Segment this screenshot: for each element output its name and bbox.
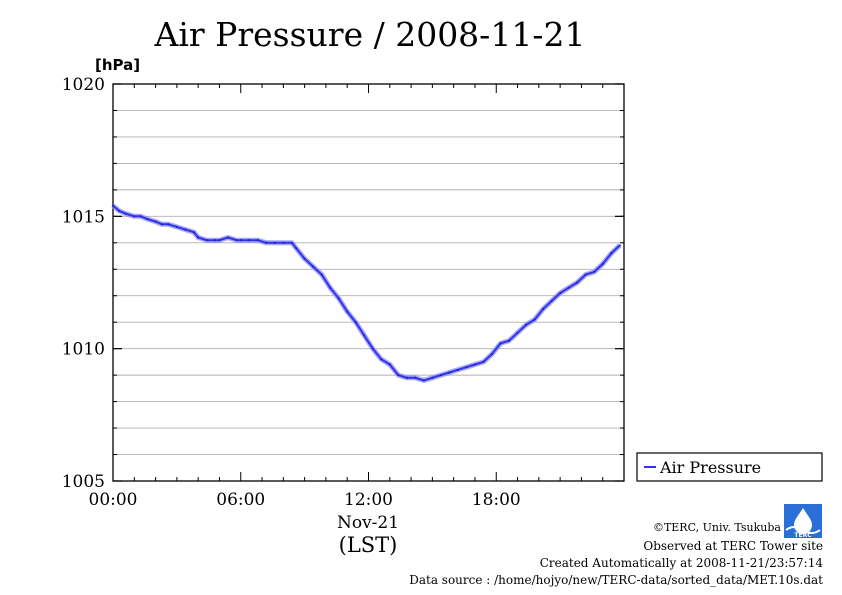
data-point bbox=[192, 231, 196, 234]
y-tick-label: 1020 bbox=[62, 75, 105, 95]
data-point bbox=[312, 265, 315, 268]
data-point bbox=[473, 363, 477, 366]
legend: Air Pressure bbox=[636, 452, 823, 482]
x-tick-label: 18:00 bbox=[472, 490, 521, 510]
data-point bbox=[256, 239, 259, 242]
data-point bbox=[184, 228, 187, 231]
data-point bbox=[145, 217, 149, 221]
data-point bbox=[329, 286, 332, 289]
data-point bbox=[448, 371, 451, 374]
data-point bbox=[507, 339, 511, 342]
legend-box bbox=[636, 452, 823, 482]
data-point bbox=[439, 374, 442, 377]
grid bbox=[113, 110, 624, 455]
credit-copyright: ©TERC, Univ. Tsukuba bbox=[653, 521, 781, 534]
data-point bbox=[205, 239, 208, 242]
data-point bbox=[111, 204, 115, 207]
data-point bbox=[524, 323, 528, 326]
logo-text: TERC bbox=[794, 532, 812, 539]
x-tick-label: 12:00 bbox=[344, 490, 393, 510]
data-point bbox=[320, 273, 323, 276]
x-date-label: Nov-21 bbox=[337, 513, 399, 533]
data-point bbox=[465, 366, 468, 369]
data-point bbox=[282, 241, 285, 244]
data-point bbox=[175, 225, 178, 229]
data-point bbox=[533, 318, 536, 321]
legend-label-air-pressure: Air Pressure bbox=[659, 458, 761, 477]
data-point bbox=[214, 239, 217, 242]
data-point bbox=[295, 246, 298, 250]
data-point bbox=[273, 241, 276, 244]
data-point bbox=[576, 281, 579, 284]
terc-logo: TERC bbox=[784, 504, 822, 539]
data-point bbox=[380, 358, 383, 361]
data-point bbox=[567, 286, 570, 289]
data-point bbox=[550, 299, 553, 303]
credit-source: Data source : /home/hojyo/new/TERC-data/… bbox=[409, 573, 823, 587]
data-point bbox=[139, 215, 142, 218]
series-line-air-pressure bbox=[112, 204, 621, 382]
series-line-halo bbox=[111, 203, 622, 383]
axis-ticks bbox=[113, 83, 624, 482]
credit-created: Created Automatically at 2008-11-21/23:5… bbox=[540, 556, 824, 570]
data-point bbox=[290, 241, 293, 244]
data-point bbox=[197, 236, 200, 239]
data-point bbox=[303, 257, 306, 260]
data-point bbox=[154, 220, 157, 223]
data-point bbox=[559, 291, 562, 295]
data-point bbox=[456, 368, 460, 371]
data-point bbox=[226, 236, 230, 239]
data-point bbox=[541, 307, 545, 311]
data-point bbox=[265, 241, 268, 244]
x-tick-labels: 00:00 06:00 12:00 18:00 bbox=[89, 490, 521, 510]
data-point bbox=[371, 347, 374, 350]
data-point bbox=[133, 215, 136, 218]
data-point bbox=[118, 209, 121, 213]
x-axis-label: (LST) bbox=[339, 533, 398, 557]
y-tick-label: 1005 bbox=[62, 472, 105, 492]
data-point bbox=[414, 376, 417, 379]
data-point bbox=[124, 212, 127, 215]
data-point bbox=[337, 297, 340, 300]
data-point bbox=[388, 363, 391, 366]
data-point bbox=[593, 270, 596, 274]
data-point bbox=[167, 223, 170, 226]
y-unit-label: [hPa] bbox=[95, 56, 140, 74]
data-point bbox=[431, 376, 434, 379]
data-point bbox=[490, 352, 494, 356]
data-point bbox=[235, 239, 238, 242]
chart-title: Air Pressure / 2008-11-21 bbox=[154, 15, 586, 54]
data-point bbox=[346, 310, 349, 313]
data-point bbox=[584, 273, 587, 276]
series-layer bbox=[111, 203, 622, 383]
plot-frame bbox=[112, 83, 625, 482]
data-point bbox=[239, 239, 242, 242]
data-point bbox=[405, 376, 408, 379]
data-point bbox=[610, 252, 613, 255]
data-point bbox=[422, 379, 425, 382]
data-point bbox=[499, 342, 502, 345]
data-point bbox=[160, 223, 164, 226]
credit-observed: Observed at TERC Tower site bbox=[643, 539, 823, 553]
y-tick-labels: 1005 1010 1015 1020 bbox=[62, 75, 105, 492]
data-point bbox=[516, 331, 519, 334]
x-tick-label: 00:00 bbox=[89, 490, 138, 510]
y-tick-label: 1010 bbox=[62, 340, 105, 360]
data-point bbox=[397, 374, 400, 377]
x-tick-label: 06:00 bbox=[216, 490, 265, 510]
data-point bbox=[363, 334, 366, 337]
data-point bbox=[618, 244, 621, 247]
data-point bbox=[354, 321, 357, 324]
data-point bbox=[218, 239, 221, 242]
data-point bbox=[601, 262, 604, 266]
data-point bbox=[482, 360, 485, 363]
y-tick-label: 1015 bbox=[62, 207, 105, 227]
data-point bbox=[248, 239, 251, 242]
